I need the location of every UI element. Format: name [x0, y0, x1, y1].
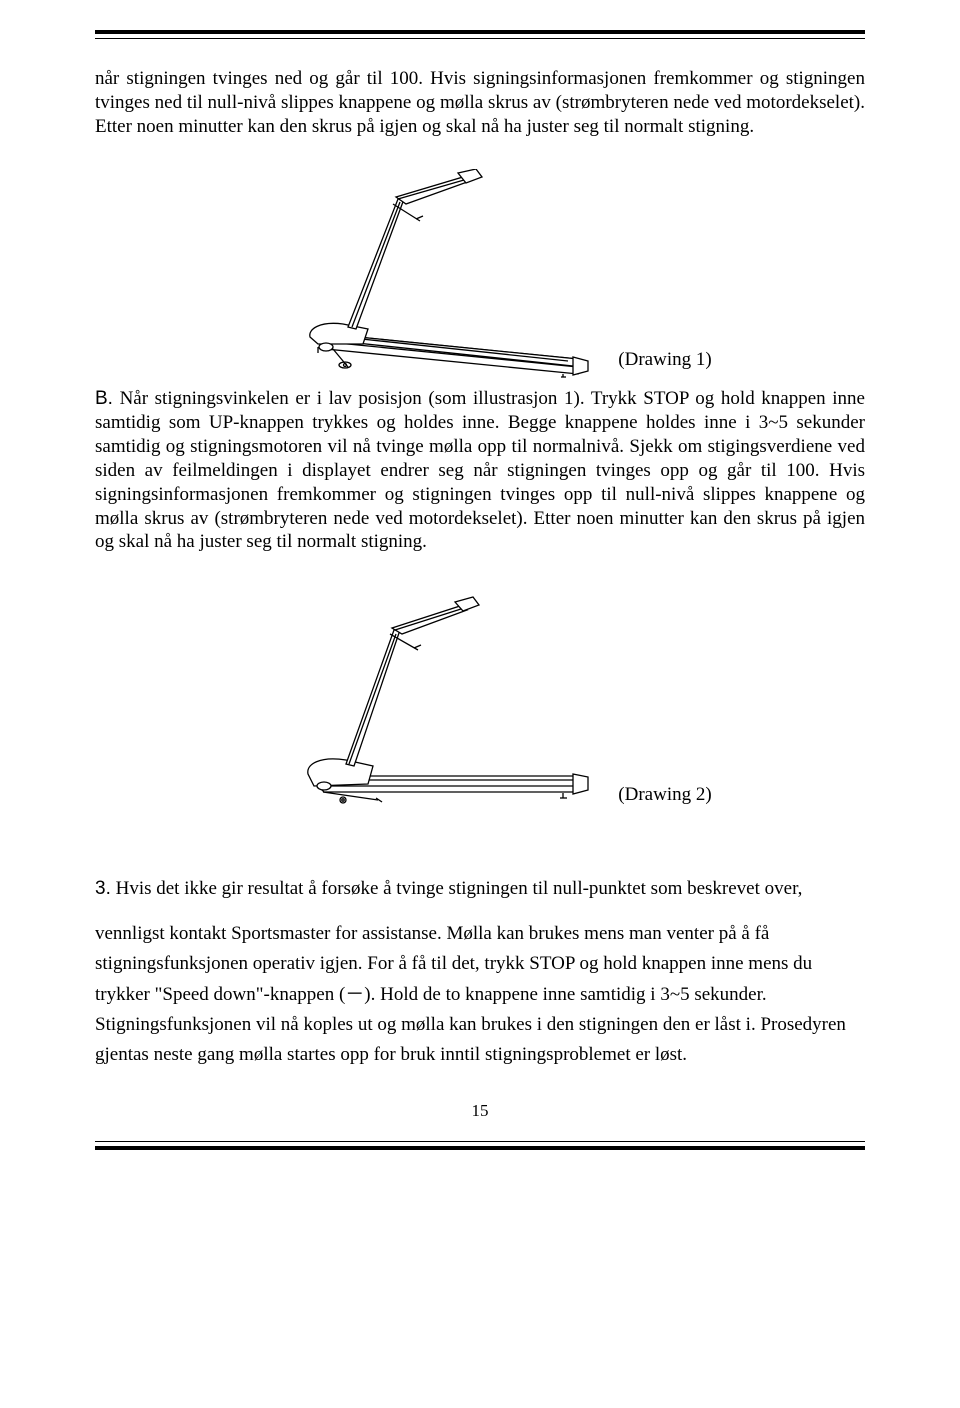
- treadmill-drawing-1: [248, 169, 608, 379]
- figure-2-container: (Drawing 2): [95, 594, 865, 814]
- section-3-rest: vennligst kontakt Sportsmaster for assis…: [95, 919, 865, 1071]
- document-page: når stigningen tvinges ned og går til 10…: [0, 0, 960, 1408]
- page-number: 15: [95, 1101, 865, 1121]
- figure-1-container: (Drawing 1): [95, 169, 865, 379]
- section-3-line1: Hvis det ikke gir resultat å forsøke å t…: [111, 878, 803, 899]
- treadmill-drawing-2: [248, 594, 608, 814]
- section-b-text: Når stigningsvinkelen er i lav posisjon …: [95, 388, 865, 553]
- drawing-1-label: (Drawing 1): [618, 349, 711, 379]
- bottom-rule: [95, 1141, 865, 1150]
- drawing-2-label: (Drawing 2): [618, 784, 711, 814]
- top-rule: [95, 30, 865, 39]
- section-3-paragraph: 3. Hvis det ikke gir resultat å forsøke …: [95, 874, 865, 1070]
- section-b-lead: B.: [95, 388, 113, 409]
- intro-paragraph: når stigningen tvinges ned og går til 10…: [95, 67, 865, 139]
- section-3-lead: 3.: [95, 878, 111, 899]
- section-b-paragraph: B. Når stigningsvinkelen er i lav posisj…: [95, 387, 865, 555]
